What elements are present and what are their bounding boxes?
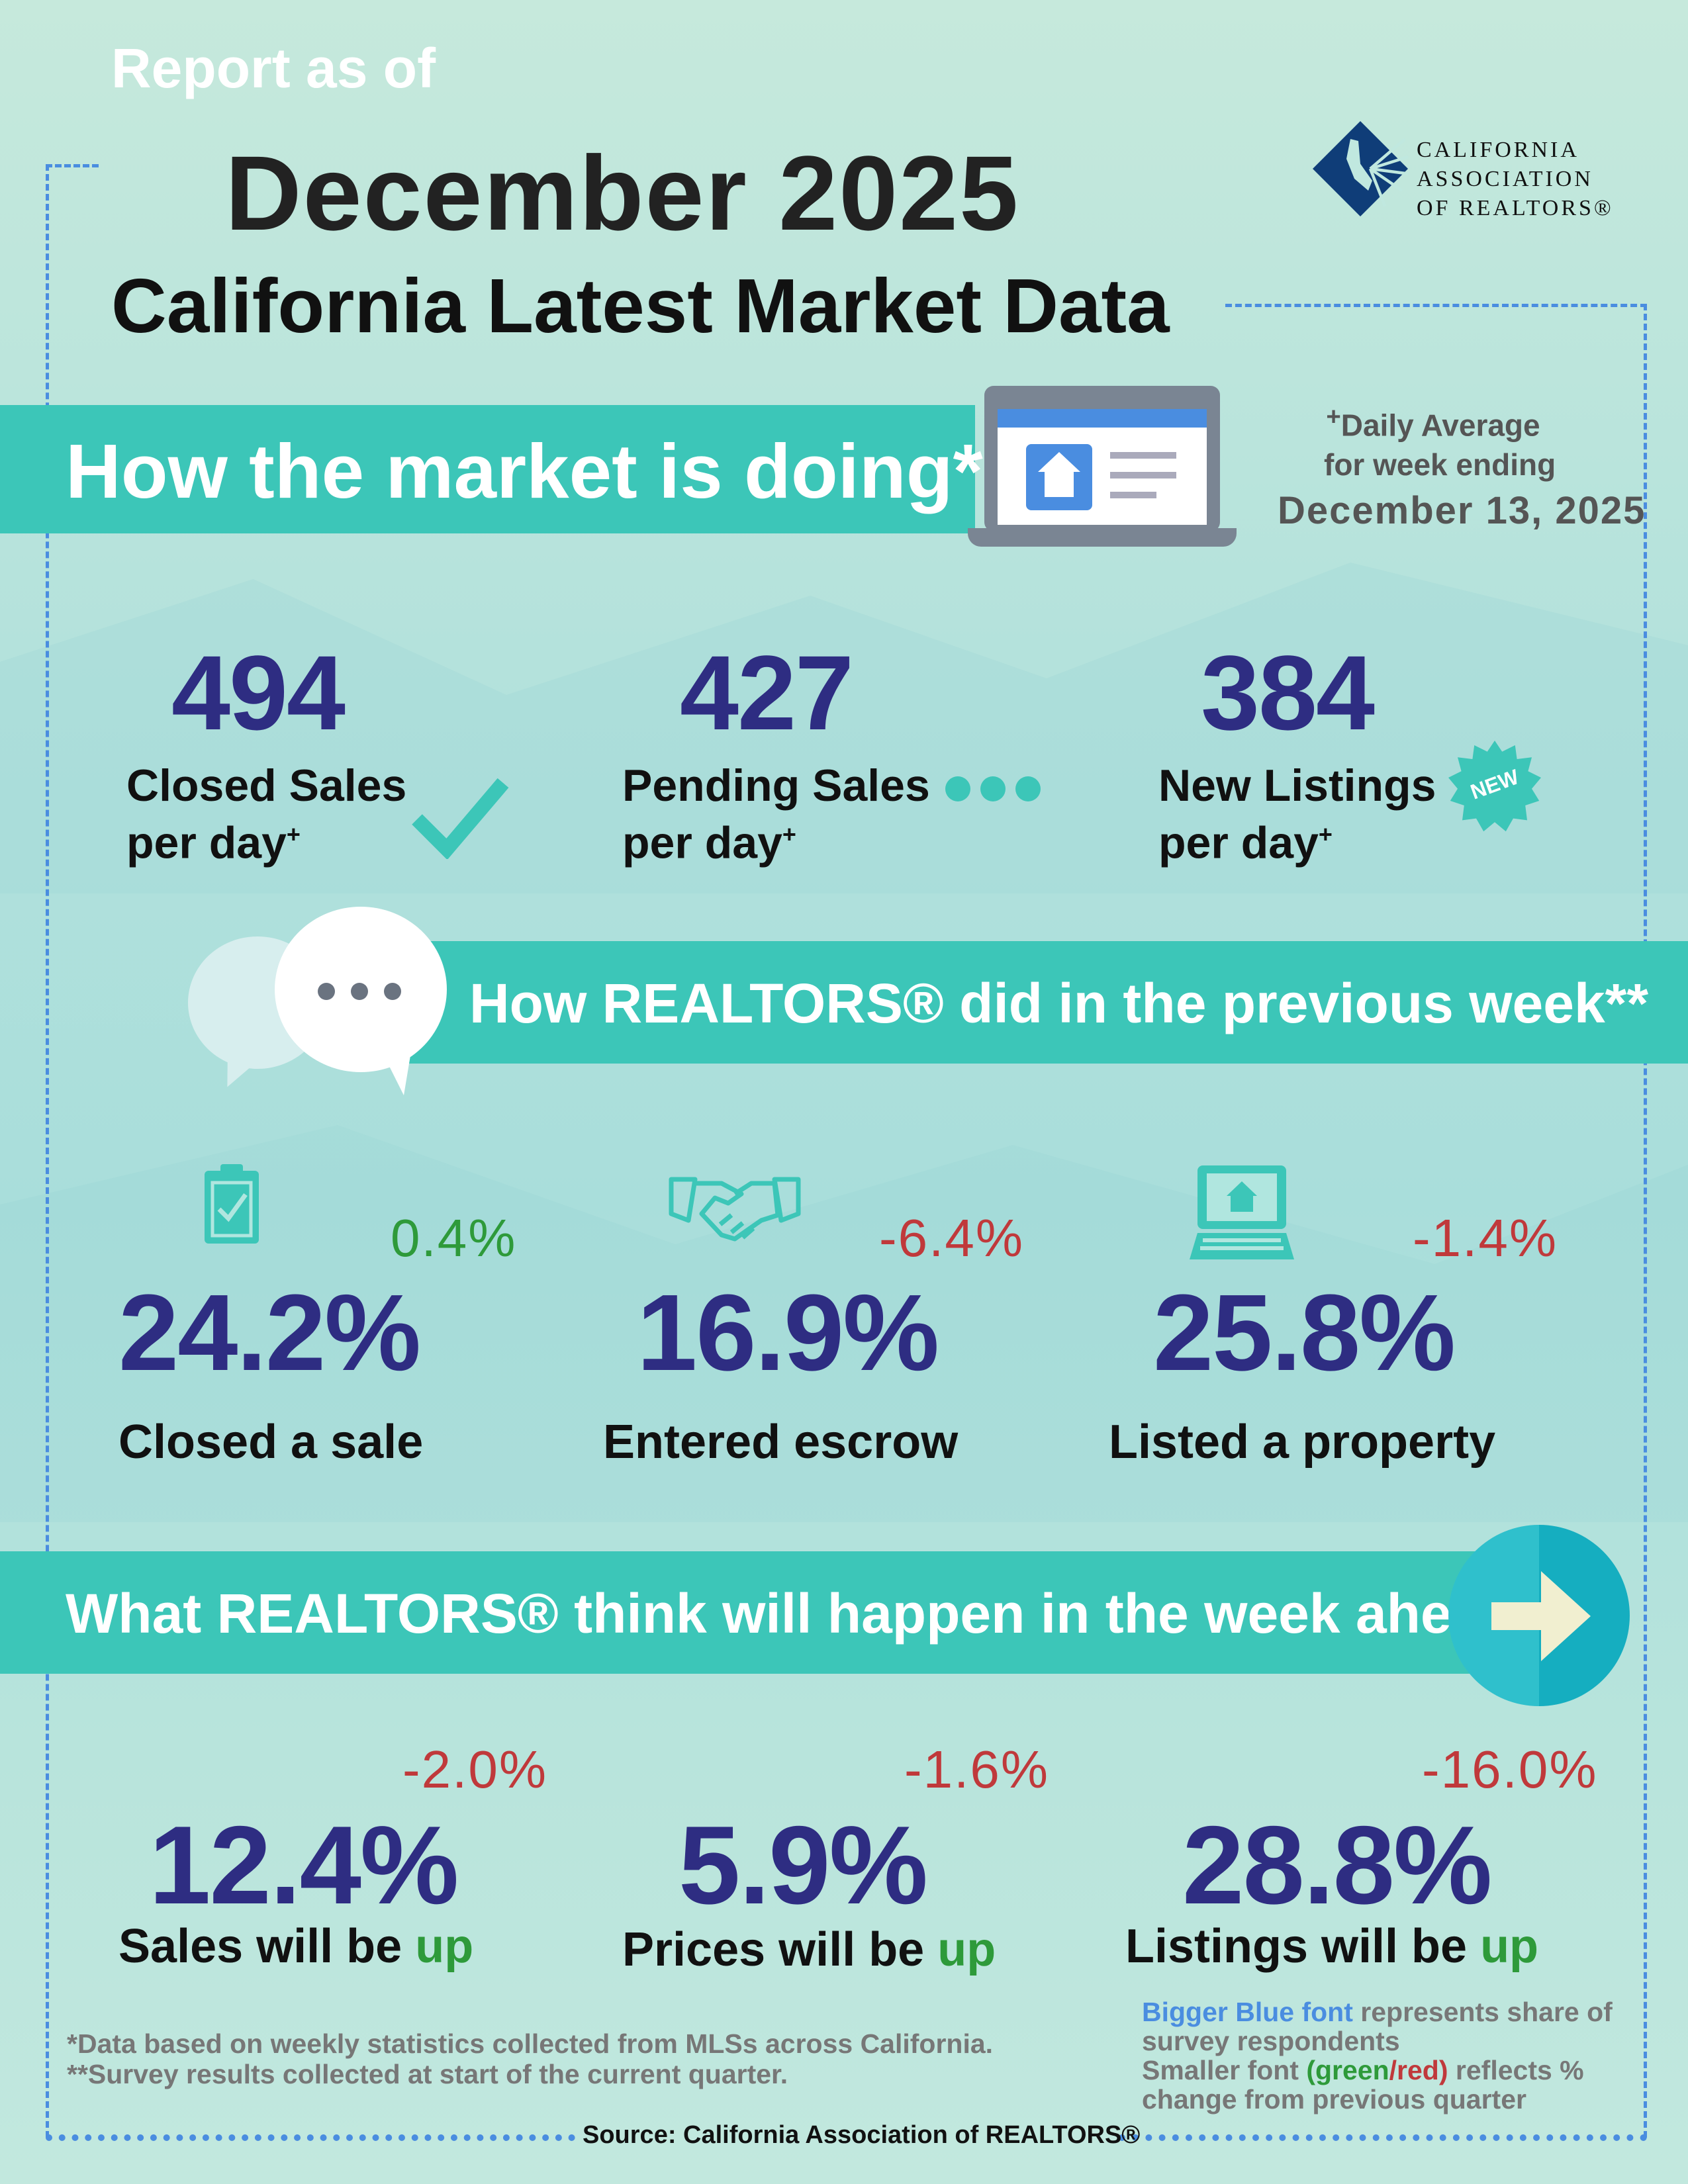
listed-property-change: -1.4% [1413, 1208, 1558, 1267]
legend-paren: ) [1438, 2055, 1448, 2085]
frame-border [1119, 2134, 1647, 2141]
laptop-house-icon [1190, 1165, 1294, 1259]
closed-sale-change: 0.4% [391, 1208, 517, 1267]
label-text: Sales will be [118, 1920, 402, 1973]
speech-bubbles-icon [185, 907, 447, 1102]
background-shape [0, 563, 1688, 893]
closed-sales-label: Closed Sales per day+ [126, 761, 406, 868]
listed-property-share: 25.8% [1153, 1272, 1456, 1393]
legend-paren: ( [1306, 2055, 1315, 2085]
clipboard-check-icon [205, 1164, 259, 1244]
pending-sales-label: Pending Sales per day+ [622, 761, 930, 868]
new-badge-icon: NEW [1448, 741, 1541, 833]
stat-label-line: Closed Sales [126, 760, 407, 811]
sales-share: 12.4% [149, 1803, 459, 1927]
legend-text: reflects % change from previous quarter [1142, 2055, 1584, 2115]
listings-label: Listings will be up [1125, 1919, 1538, 1974]
label-text: Listings will be [1125, 1920, 1468, 1973]
legend-text: represents share of survey respondents [1142, 1997, 1613, 2056]
ellipsis-dots-icon [945, 776, 1041, 801]
previous-week-banner-title: How REALTORS® did in the previous week** [469, 972, 1649, 1034]
entered-escrow-change: -6.4% [879, 1208, 1024, 1267]
plus-mark: + [782, 821, 796, 848]
stat-label-line: per day [622, 817, 782, 868]
frame-border [46, 2134, 575, 2141]
entered-escrow-label: Entered escrow [603, 1416, 959, 1469]
footnote-survey: **Survey results collected at start of t… [67, 2059, 788, 2089]
car-logo: CALIFORNIA ASSOCIATION OF REALTORS® [1311, 113, 1642, 238]
arrow-right-icon [1448, 1525, 1630, 1706]
legend-note: Bigger Blue font represents share of sur… [1142, 1997, 1618, 2114]
handshake-icon [669, 1177, 801, 1242]
logo-line: CALIFORNIA [1417, 138, 1579, 162]
page-title: California Latest Market Data [111, 263, 1170, 349]
closed-sale-share: 24.2% [118, 1272, 421, 1393]
report-as-of: Report as of [111, 37, 436, 99]
closed-sales-value: 494 [171, 633, 346, 752]
prices-change: -1.6% [904, 1740, 1049, 1799]
plus-mark: + [286, 821, 301, 848]
frame-border [46, 164, 99, 167]
listed-property-label: Listed a property [1109, 1416, 1496, 1469]
checkmark-icon [412, 778, 509, 859]
legend-text: Smaller font [1142, 2055, 1307, 2085]
legend-green: green [1315, 2055, 1389, 2085]
market-banner-title: How the market is doing* [66, 428, 983, 514]
label-up: up [1480, 1920, 1539, 1973]
previous-week-banner [404, 941, 1688, 1064]
prices-label: Prices will be up [622, 1923, 996, 1977]
logo-line: OF REALTORS® [1417, 196, 1614, 220]
legend-blue: Bigger Blue font [1142, 1997, 1353, 2027]
stat-label-line: New Listings [1158, 760, 1436, 811]
label-up: up [937, 1923, 996, 1976]
laptop-house-icon [968, 386, 1237, 558]
daily-average-note: Daily Average [1340, 408, 1540, 443]
new-listings-label: New Listings per day+ [1158, 761, 1436, 868]
week-ahead-banner [0, 1551, 1532, 1674]
new-listings-value: 384 [1201, 633, 1375, 752]
sales-change: -2.0% [402, 1740, 547, 1799]
entered-escrow-share: 16.9% [637, 1272, 939, 1393]
week-ending-date: December 13, 2025 [1278, 489, 1646, 532]
frame-border [46, 164, 49, 2138]
week-ahead-banner-title: What REALTORS® think will happen in the … [66, 1582, 1560, 1645]
week-ending-note: for week ending [1324, 447, 1556, 482]
prices-share: 5.9% [679, 1803, 928, 1927]
label-up: up [415, 1920, 474, 1973]
source-credit: Source: California Association of REALTO… [583, 2121, 1141, 2149]
report-month: December 2025 [225, 134, 1020, 252]
frame-border [1225, 304, 1647, 307]
market-banner [0, 405, 975, 533]
label-text: Prices will be [622, 1923, 925, 1976]
sales-label: Sales will be up [118, 1919, 473, 1974]
listings-change: -16.0% [1422, 1740, 1598, 1799]
plus-mark: + [1326, 402, 1341, 431]
frame-border [1644, 304, 1647, 2138]
stat-label-line: per day [1158, 817, 1319, 868]
plus-mark: + [1318, 821, 1333, 848]
stat-label-line: per day [126, 817, 287, 868]
closed-sale-label: Closed a sale [118, 1416, 424, 1469]
car-logo-icon [1313, 121, 1409, 216]
logo-line: ASSOCIATION [1417, 167, 1593, 191]
stat-label-line: Pending Sales [622, 760, 930, 811]
legend-red: red [1397, 2055, 1439, 2085]
footnote-data: *Data based on weekly statistics collect… [67, 2028, 994, 2059]
pending-sales-value: 427 [680, 633, 854, 752]
listings-share: 28.8% [1182, 1803, 1492, 1927]
legend-slash: / [1389, 2055, 1397, 2085]
